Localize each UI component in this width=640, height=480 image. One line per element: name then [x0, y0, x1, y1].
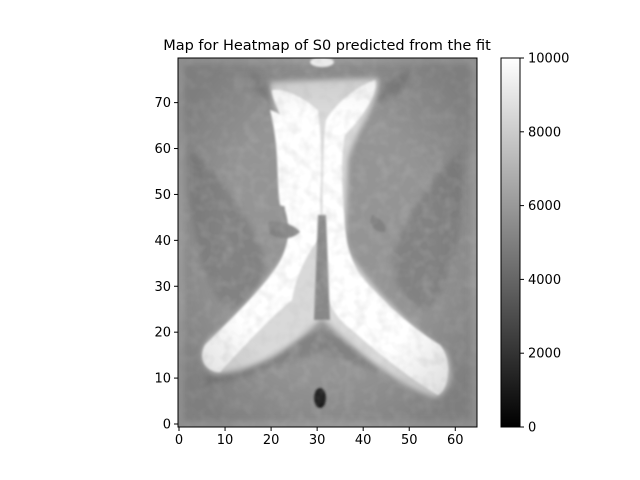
colorbar-axis: 0 2000 4000 6000 8000 10000 [520, 52, 569, 436]
y-tick-label: 70 [154, 96, 171, 111]
x-tick-label: 40 [355, 433, 372, 448]
colorbar-tick-label: 8000 [528, 125, 561, 140]
y-tick-label: 10 [154, 372, 171, 387]
axes-frame [177, 57, 478, 428]
colorbar-tick-label: 4000 [528, 273, 561, 288]
y-tick-label: 50 [154, 188, 171, 203]
y-tick-label: 30 [154, 280, 171, 295]
x-tick-label: 30 [309, 433, 326, 448]
x-tick-label: 0 [175, 433, 183, 448]
chart-title: Map for Heatmap of S0 predicted from the… [163, 38, 491, 54]
x-tick-label: 60 [447, 433, 464, 448]
y-tick-label: 20 [154, 326, 171, 341]
heatmap-image [178, 58, 477, 427]
colorbar-tick-label: 0 [528, 421, 536, 436]
y-tick-label: 60 [154, 142, 171, 157]
colorbar-tick-label: 10000 [528, 52, 569, 67]
colorbar [500, 57, 521, 428]
x-tick-label: 50 [401, 433, 418, 448]
colorbar-tick-label: 6000 [528, 199, 561, 214]
y-axis: 0 10 20 30 40 50 60 70 [154, 96, 178, 433]
image-vignette [178, 58, 477, 427]
x-tick-label: 10 [217, 433, 234, 448]
colorbar-tick-label: 2000 [528, 347, 561, 362]
y-tick-label: 40 [154, 234, 171, 249]
x-tick-label: 20 [263, 433, 280, 448]
y-tick-label: 0 [163, 418, 171, 433]
x-axis: 0 10 20 30 40 50 60 [175, 427, 464, 448]
